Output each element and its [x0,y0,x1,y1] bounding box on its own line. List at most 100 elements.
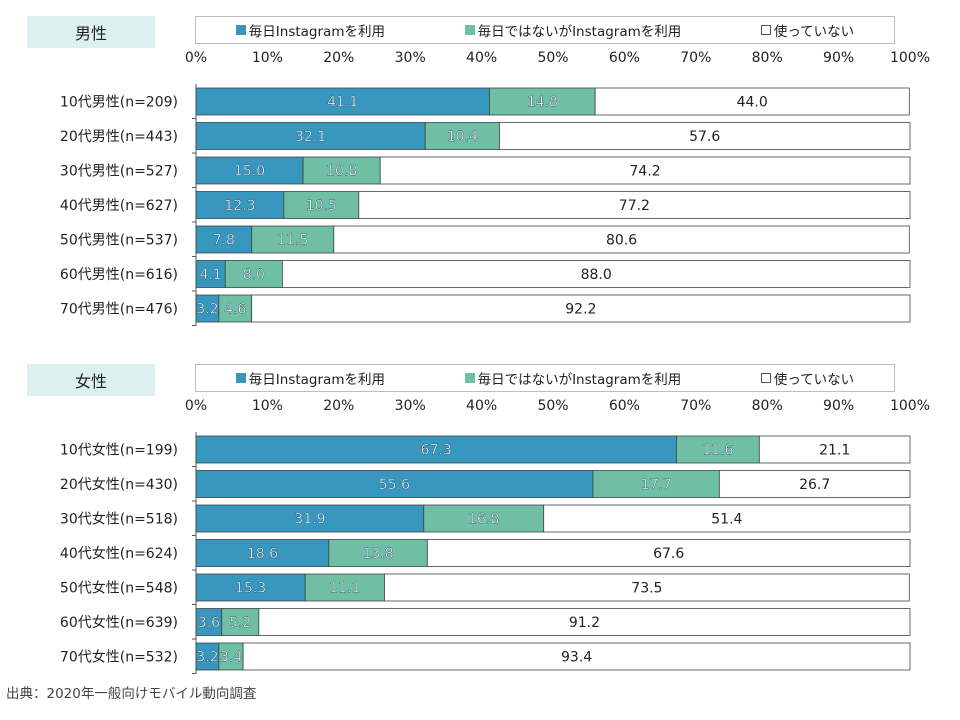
legend-item-not-daily: 毎日ではないがInstagramを利用 [464,20,681,40]
data-label-not-using: 88.0 [581,267,612,283]
data-label-not-using: 91.2 [569,615,600,631]
data-label-daily: 18.6 [247,546,278,562]
category-label: 50代女性(n=548) [60,580,178,597]
category-label: 10代男性(n=209) [60,95,178,111]
x-tick-label: 30% [395,398,426,414]
bar-segment-not-using [333,225,910,254]
data-label-not-using: 67.6 [653,546,684,562]
data-label-not-using: 73.5 [631,581,662,597]
category-label: 20代男性(n=443) [60,129,178,145]
data-label-daily: 7.8 [213,233,235,249]
bar-segment-not-daily [218,642,244,671]
category-label: 40代女性(n=624) [60,545,178,562]
data-label-daily: 3.2 [196,302,218,318]
data-label-not-daily: 5.2 [229,615,251,631]
bar-segment-not-using [594,87,910,116]
category-label: 30代男性(n=527) [60,164,178,180]
bar-segment-not-daily [676,435,760,464]
data-label-daily: 15.0 [234,164,265,180]
x-tick-label: 70% [680,398,711,414]
female-section-title: 女性 [74,372,107,391]
female-chart-panel: 女性 毎日Instagramを利用 毎日ではないがInstagramを利用 使っ… [0,364,960,704]
legend-label-not-using: 使っていない [773,372,855,388]
x-tick-label: 60% [609,398,640,414]
x-tick-label: 100% [890,398,930,414]
legend-item-not-using: 使っていない [760,20,855,40]
legend-label-not-using: 使っていない [773,24,855,40]
data-label-daily: 31.9 [294,512,325,528]
x-tick-label: 10% [252,398,283,414]
bar-segment-not-daily [304,573,385,602]
legend-label-not-daily: 毎日ではないがInstagramを利用 [477,372,682,388]
x-tick-label: 0% [185,398,207,414]
bar-segment-not-daily [251,225,335,254]
x-tick-label: 50% [537,50,568,66]
bar-segment-not-daily [302,156,381,185]
data-label-not-daily: 13.8 [362,546,393,562]
male-section-tag: 男性 [27,16,155,48]
category-label: 20代女性(n=430) [60,476,178,493]
legend-item-not-daily: 毎日ではないがInstagramを利用 [464,368,682,388]
data-label-not-daily: 16.8 [468,512,499,528]
bar-segment-not-daily [489,87,596,116]
male-section-title: 男性 [74,24,107,43]
source-note: 出典：2020年一般向けモバイル動向調査 [6,686,257,702]
bar-segment-not-using [379,156,911,185]
bar-segment-daily [195,504,425,533]
bar-segment-not-daily [424,122,500,150]
data-label-not-using: 77.2 [619,198,650,214]
x-tick-label: 20% [323,50,354,66]
category-label: 10代女性(n=199) [60,442,178,459]
bar-segment-daily [195,191,285,219]
x-tick-label: 80% [752,398,783,414]
male-chart-panel: 男性 毎日Instagramを利用 毎日ではないがInstagramを利用 使っ… [0,16,960,356]
category-label: 70代女性(n=532) [60,649,178,666]
bar-segment-daily [195,156,304,185]
female-stacked-bar-chart: 0% 10% 20% 30% 40% 50% 60% 70% 80% 90% 100% 10代女性(n… [60,398,930,674]
female-legend: 毎日Instagramを利用 毎日ではないがInstagramを利用 使っていな… [195,364,895,392]
bar-segment-not-using [758,435,911,464]
data-label-not-using: 74.2 [630,164,661,180]
x-tick-label: 40% [466,398,497,414]
legend-item-daily: 毎日Instagramを利用 [235,368,385,388]
male-legend: 毎日Instagramを利用 毎日ではないがInstagramを利用 使っていな… [195,16,895,44]
category-label: 70代男性(n=476) [60,302,178,318]
x-tick-label: 90% [823,398,854,414]
bar-segment-not-using [426,539,911,567]
legend-swatch-not-using [760,373,771,383]
x-tick-label: 60% [609,50,640,66]
data-label-not-daily: 11.1 [329,581,360,597]
legend-swatch-daily [235,25,246,35]
bar-segment-not-using [251,294,911,323]
data-label-daily: 55.6 [379,477,410,493]
bar-segment-daily [195,573,306,602]
x-tick-label: 30% [395,50,426,66]
data-label-not-daily: 4.6 [224,302,246,318]
x-tick-label: 0% [185,50,207,66]
female-section-tag: 女性 [27,364,155,396]
x-tick-label: 40% [466,50,497,66]
x-tick-label: 90% [823,50,854,66]
bar-segment-not-using [358,191,911,219]
bar-segment-daily [195,122,426,150]
data-label-not-using: 92.2 [565,302,596,318]
data-label-not-using: 93.4 [561,650,592,666]
data-label-not-daily: 10.4 [447,129,478,145]
legend-label-daily: 毎日Instagramを利用 [248,372,385,388]
x-tick-label: 70% [680,50,711,66]
legend-swatch-daily [235,373,246,383]
x-tick-label: 10% [252,50,283,66]
data-label-not-using: 51.4 [711,512,742,528]
bar-segment-not-daily [423,504,545,533]
legend-label-daily: 毎日Instagramを利用 [248,24,385,40]
data-label-not-daily: 17.7 [641,477,672,493]
bar-segment-not-using [499,122,911,150]
data-label-daily: 4.1 [200,267,222,283]
data-label-not-using: 44.0 [737,95,768,111]
bar-segment-not-daily [592,470,720,498]
bar-segment-not-using [258,608,911,636]
data-label-not-using: 80.6 [606,233,637,249]
data-label-daily: 12.3 [224,198,255,214]
category-label: 30代女性(n=518) [60,511,178,528]
category-label: 60代女性(n=639) [60,614,178,631]
